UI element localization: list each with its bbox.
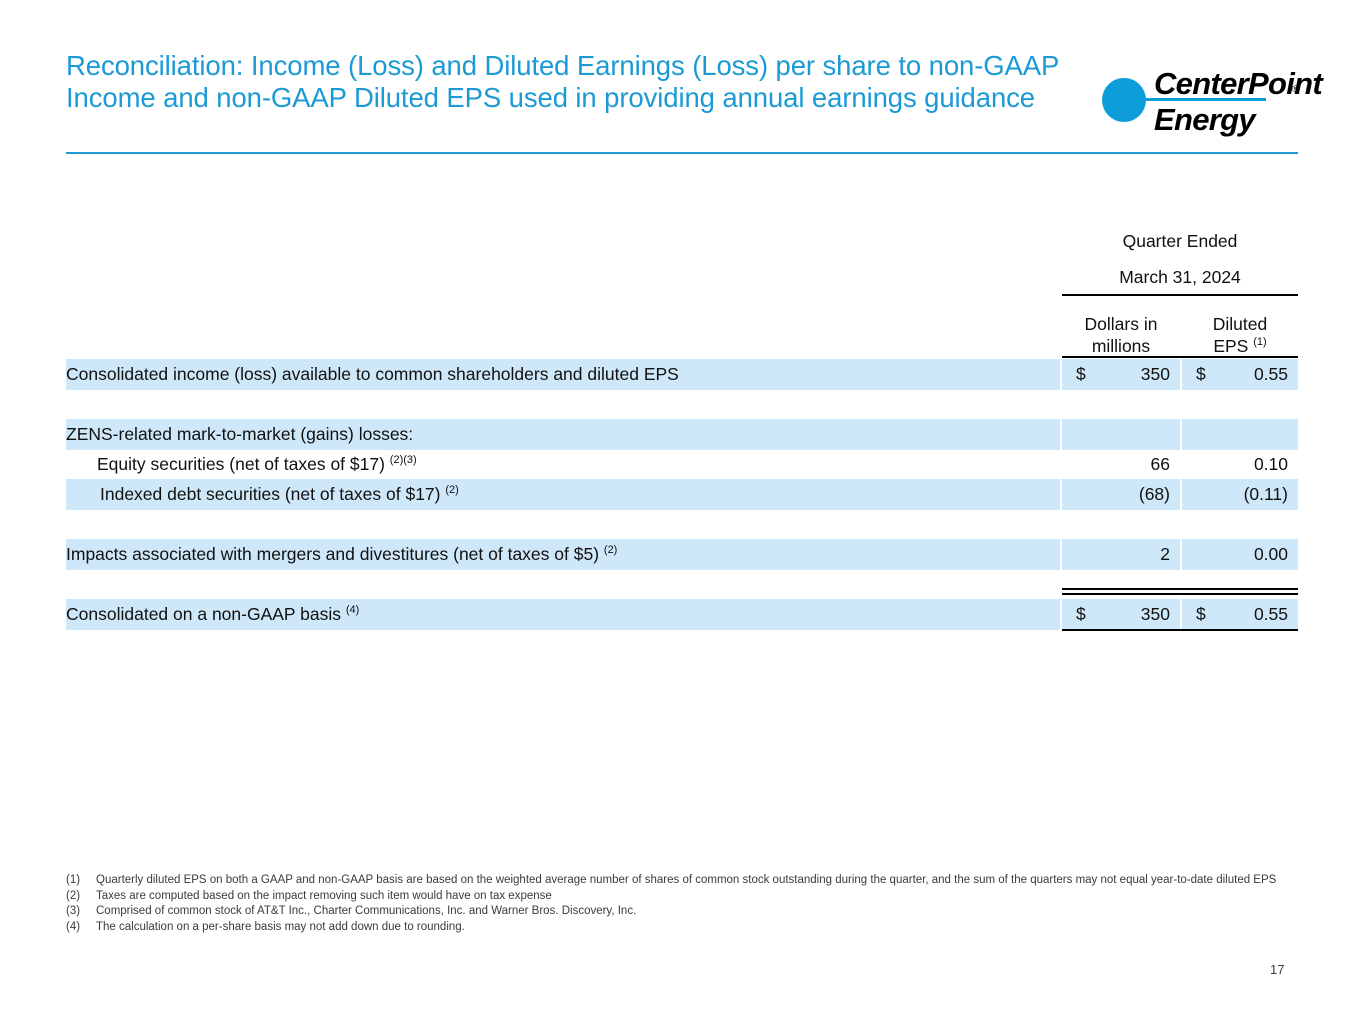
row-value-dollars: (68): [1138, 484, 1170, 504]
row-value-eps: $0.55: [1196, 364, 1288, 384]
footnote-number: (2): [66, 889, 81, 902]
currency-symbol: $: [1196, 604, 1206, 624]
row-footnote-ref: (4): [345, 604, 360, 617]
row-footnote-ref: (2): [445, 484, 459, 497]
row-label-merger-impacts: Impacts associated with mergers and dive…: [66, 544, 618, 564]
row-label-consolidated-income: Consolidated income (loss) available to …: [66, 364, 679, 384]
row-label-consolidated-non-gaap: Consolidated on a non-GAAP basis (4): [66, 604, 360, 624]
column-header-eps-line1: Diluted: [1212, 314, 1268, 334]
currency-symbol: $: [1196, 364, 1206, 384]
table-row: [66, 359, 1060, 390]
footnote-item: (4) The calculation on a per-share basis…: [66, 920, 1296, 936]
row-value-dollars: $350: [1076, 364, 1170, 384]
row-label-zens-section: ZENS-related mark-to-market (gains) loss…: [66, 424, 414, 444]
row-value-dollars: 66: [1150, 454, 1170, 474]
table-row-cell-band: [1062, 599, 1180, 630]
footnote-number: (3): [66, 905, 81, 917]
table-row-cell-band: [1182, 419, 1298, 450]
footnote-number: (4): [66, 920, 81, 933]
footnote-text: Comprised of common stock of AT&T Inc., …: [96, 905, 637, 917]
currency-symbol: $: [1076, 364, 1086, 384]
table-header-date: March 31, 2024: [1119, 267, 1241, 287]
table-row-cell-band: [1062, 479, 1180, 510]
row-value-eps: $0.55: [1196, 604, 1288, 624]
title-block: Reconciliation: Income (Loss) and Dilute…: [66, 50, 1066, 114]
footnote-item: (2) Taxes are computed based on the impa…: [66, 889, 1296, 905]
table-row-cell-band: [1182, 539, 1298, 570]
footnote-item: (3) Comprised of common stock of AT&T In…: [66, 904, 1296, 920]
table-row: [66, 479, 1060, 510]
row-footnote-ref: (2)(3): [389, 454, 417, 467]
total-row-rule-upper: [1062, 588, 1298, 590]
row-label-equity-securities: Equity securities (net of taxes of $17) …: [97, 454, 417, 474]
centerpoint-energy-logo: CenterPoint ® Energy: [1098, 58, 1323, 140]
header-date-rule: [1062, 294, 1298, 296]
column-header-dollars-line1: Dollars in: [1084, 314, 1158, 334]
table-row: [66, 419, 1060, 450]
table-row-cell-band: [1062, 539, 1180, 570]
footnote-text: Quarterly diluted EPS on both a GAAP and…: [96, 874, 1277, 886]
row-value-eps: (0.11): [1243, 484, 1288, 504]
row-value-dollars: 2: [1160, 544, 1170, 564]
total-row-bottom-rule: [1062, 629, 1298, 631]
footnotes-block: (1) Quarterly diluted EPS on both a GAAP…: [66, 873, 1296, 935]
footnote-item: (1) Quarterly diluted EPS on both a GAAP…: [66, 873, 1296, 889]
table-row: [66, 539, 1060, 570]
column-header-diluted-eps: Diluted EPS (1): [1182, 313, 1298, 357]
title-underline-rule: [66, 152, 1298, 154]
row-label-indexed-debt-securities: Indexed debt securities (net of taxes of…: [100, 484, 459, 504]
page-title: Reconciliation: Income (Loss) and Dilute…: [66, 50, 1059, 113]
logo-wordmark-centerpoint: CenterPoint: [1154, 66, 1323, 101]
table-row: [66, 599, 1060, 630]
footnote-number: (1): [66, 874, 81, 886]
table-row-cell-band: [1062, 419, 1180, 450]
logo-bar-icon: [1138, 98, 1266, 101]
column-header-rule: [1062, 356, 1298, 358]
row-value-eps: 0.00: [1253, 544, 1288, 564]
footnote-text: Taxes are computed based on the impact r…: [96, 889, 552, 902]
row-value-eps: 0.10: [1253, 454, 1288, 474]
row-value-dollars: $350: [1076, 604, 1170, 624]
logo-registered-mark: ®: [1292, 84, 1299, 94]
table-row-cell-band: [1182, 599, 1298, 630]
row-footnote-ref: (2): [603, 544, 618, 557]
page-number: 17: [1270, 962, 1285, 977]
total-row-rule-lower: [1062, 593, 1298, 595]
column-header-eps-line2: EPS (1): [1213, 336, 1267, 356]
currency-symbol: $: [1076, 604, 1086, 624]
logo-wordmark-energy: Energy: [1154, 102, 1256, 137]
column-header-eps-footnote: (1): [1253, 336, 1267, 349]
footnote-text: The calculation on a per-share basis may…: [96, 920, 465, 933]
table-row-cell-band: [1182, 479, 1298, 510]
table-row-cell-band: [1182, 359, 1298, 390]
column-header-dollars: Dollars in millions: [1062, 313, 1180, 357]
table-row-cell-band: [1062, 359, 1180, 390]
table-header-period: Quarter Ended: [1122, 231, 1238, 251]
column-header-dollars-line2: millions: [1091, 336, 1151, 356]
